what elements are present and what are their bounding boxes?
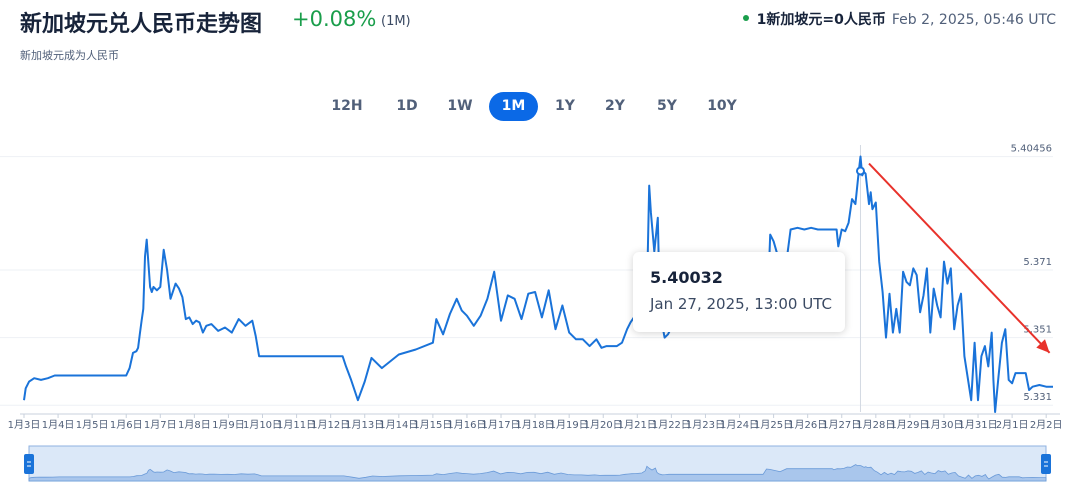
navigator-right-handle-body <box>1041 454 1051 474</box>
y-tick-label: 5.371 <box>1023 257 1052 268</box>
tooltip-value: 5.40032 <box>650 268 723 287</box>
x-tick-label: 1月17日 <box>481 419 520 431</box>
rate-timestamp: Feb 2, 2025, 05:46 UTC <box>891 12 1056 28</box>
period-button-1m[interactable]: 1M <box>489 92 538 121</box>
x-tick-label: 1月5日 <box>76 419 109 431</box>
x-tick-label: 1月31日 <box>958 419 997 431</box>
chart-tooltip: 5.40032 Jan 27, 2025, 13:00 UTC <box>633 252 845 332</box>
trend-arrow-line <box>868 162 1051 354</box>
navigator-left-handle-body <box>24 454 34 474</box>
period-button-10y[interactable]: 10Y <box>707 98 737 114</box>
navigator-right-handle[interactable] <box>1041 454 1051 474</box>
highlight-point-marker <box>855 166 865 176</box>
chart-header: 新加坡元兑人民币走势图 +0.08% (1M) 新加坡元成为人民币 1新加坡元=… <box>20 4 1060 64</box>
page-title: 新加坡元兑人民币走势图 <box>20 12 263 37</box>
live-status-dot <box>742 15 749 21</box>
period-button-12h[interactable]: 12H <box>331 98 363 114</box>
period-button-2y[interactable]: 2Y <box>605 98 625 114</box>
x-tick-label: 1月14日 <box>379 419 418 431</box>
trend-arrow-head <box>1036 339 1050 353</box>
x-tick-label: 2月2日 <box>1030 419 1063 431</box>
page-subtitle: 新加坡元成为人民币 <box>20 49 119 62</box>
period-button-1y[interactable]: 1Y <box>555 98 575 114</box>
period-button-1w[interactable]: 1W <box>447 98 473 114</box>
x-tick-label: 1月21日 <box>618 419 657 431</box>
x-tick-label: 1月10日 <box>243 419 282 431</box>
x-tick-label: 1月27日 <box>822 419 861 431</box>
navigator-series-area <box>28 464 1047 482</box>
x-tick-label: 1月4日 <box>42 419 75 431</box>
x-tick-label: 1月28日 <box>856 419 895 431</box>
tooltip-date: Jan 27, 2025, 13:00 UTC <box>650 295 832 313</box>
series-line <box>23 155 1053 413</box>
x-tick-label: 1月19日 <box>550 419 589 431</box>
x-tick-label: 1月7日 <box>144 419 177 431</box>
x-tick-label: 1月20日 <box>584 419 623 431</box>
x-tick-label: 1月11日 <box>277 419 316 431</box>
x-tick-label: 1月12日 <box>311 419 350 431</box>
x-tick-label: 1月3日 <box>8 419 41 431</box>
period-button-1d[interactable]: 1D <box>396 98 418 114</box>
x-tick-label: 1月23日 <box>686 419 725 431</box>
x-tick-label: 1月30日 <box>924 419 963 431</box>
y-tick-label: 5.351 <box>1023 325 1052 336</box>
navigator-left-handle[interactable] <box>24 454 34 474</box>
x-tick-label: 1月15日 <box>413 419 452 431</box>
change-percent: +0.08% <box>292 7 377 31</box>
x-tick-label: 1月16日 <box>447 419 486 431</box>
period-button-5y[interactable]: 5Y <box>657 98 677 114</box>
x-tick-label: 1月22日 <box>652 419 691 431</box>
range-navigator[interactable] <box>0 442 1080 485</box>
rate-pair: 1新加坡元=0人民币 <box>756 12 886 28</box>
period-selector: 12H 1D 1W 1M 1Y 2Y 5Y 10Y <box>325 92 755 121</box>
x-tick-label: 1月25日 <box>754 419 793 431</box>
change-period: (1M) <box>381 14 411 29</box>
x-tick-label: 2月1日 <box>996 419 1029 431</box>
x-tick-label: 1月24日 <box>720 419 759 431</box>
x-tick-label: 1月29日 <box>890 419 929 431</box>
x-tick-label: 1月18日 <box>516 419 555 431</box>
y-tick-label: 5.40456 <box>1011 144 1052 155</box>
rate-status: 1新加坡元=0人民币 Feb 2, 2025, 05:46 UTC <box>742 9 1056 29</box>
x-tick-label: 1月8日 <box>178 419 211 431</box>
x-tick-label: 1月26日 <box>788 419 827 431</box>
x-tick-label: 1月13日 <box>345 419 384 431</box>
x-tick-label: 1月6日 <box>110 419 143 431</box>
y-tick-label: 5.331 <box>1023 392 1052 403</box>
x-tick-label: 1月9日 <box>212 419 245 431</box>
